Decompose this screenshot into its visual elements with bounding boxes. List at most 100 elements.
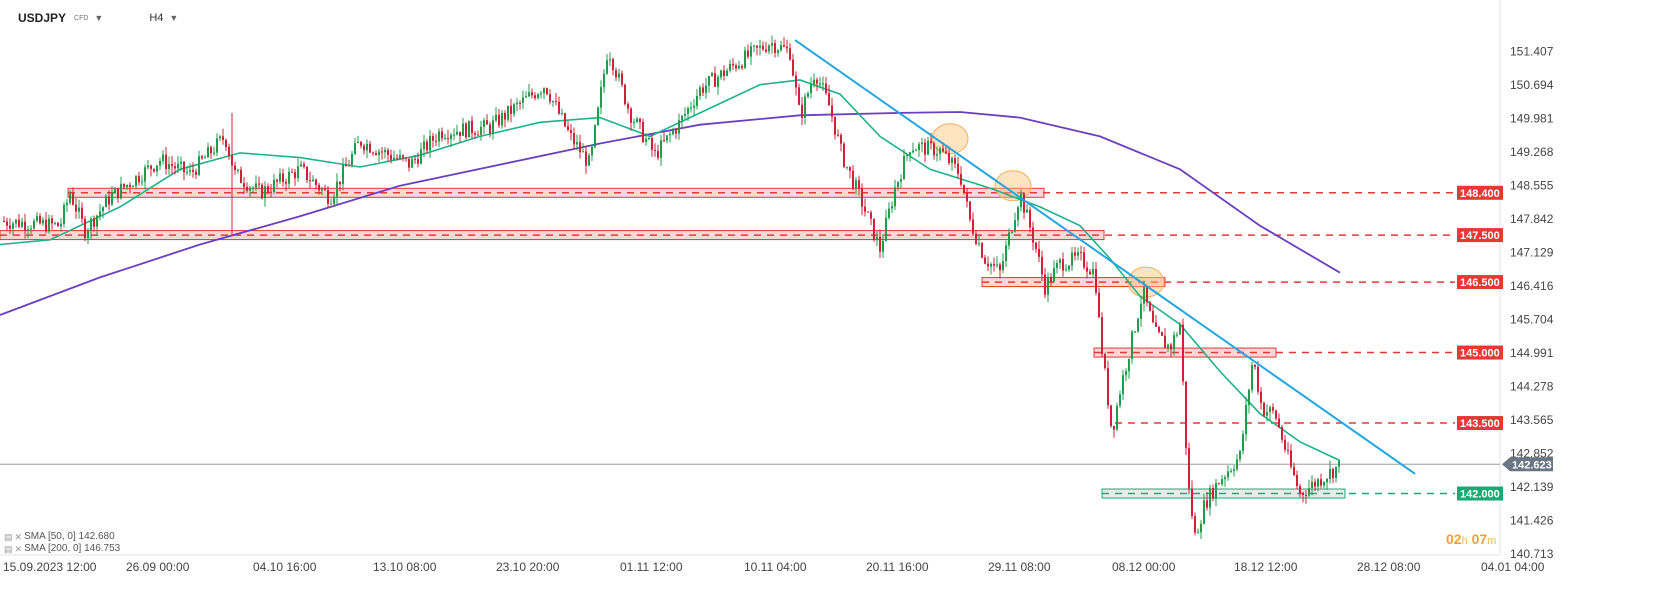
candle-body — [750, 46, 752, 57]
candle-body — [1206, 500, 1208, 508]
candle-body — [447, 137, 449, 140]
settings-icon[interactable]: ▤ — [4, 544, 13, 554]
candle-body — [48, 218, 50, 232]
candle-body — [330, 203, 332, 205]
candle-body — [420, 149, 422, 164]
candle-body — [51, 218, 53, 224]
candle-body — [498, 114, 500, 126]
y-tick-label: 149.981 — [1510, 112, 1554, 126]
candle-body — [1272, 407, 1274, 411]
candle-body — [693, 105, 695, 108]
symbol-dropdown-icon[interactable]: ▼ — [94, 13, 104, 23]
remove-icon[interactable]: ✕ — [14, 532, 23, 542]
candle-body — [99, 211, 101, 216]
candle-body — [873, 218, 875, 241]
timeframe-label[interactable]: H4 — [149, 12, 164, 24]
y-tick-label: 145.704 — [1510, 312, 1554, 326]
candle-body — [1152, 310, 1154, 323]
level-badge — [1457, 228, 1503, 243]
countdown-minutes-unit: m — [1487, 535, 1497, 547]
current-price-badge — [1502, 457, 1553, 472]
candle-body — [726, 70, 728, 76]
candle-body — [522, 97, 524, 103]
candle-body — [360, 141, 362, 146]
y-tick-label: 142.139 — [1510, 480, 1554, 494]
candle-body — [921, 142, 923, 145]
level-badge-label: 148.400 — [1460, 188, 1500, 200]
candle-body — [1116, 405, 1118, 430]
candle-body — [594, 125, 596, 147]
chart-toolbar: USDJPY CFD ▼ H4 ▼ — [18, 8, 178, 28]
candle-body — [126, 184, 128, 188]
candle-body — [78, 207, 80, 212]
candle-body — [900, 179, 902, 182]
candle-body — [243, 183, 245, 187]
candle-body — [507, 105, 509, 120]
candle-body — [345, 164, 347, 167]
candle-body — [630, 108, 632, 123]
candle-body — [1044, 274, 1046, 295]
candles — [3, 35, 1340, 539]
y-tick-label: 147.842 — [1510, 212, 1554, 226]
candle-body — [1278, 418, 1280, 428]
candle-body — [609, 59, 611, 61]
candle-body — [954, 157, 956, 164]
candle-body — [192, 169, 194, 172]
candle-body — [1158, 326, 1160, 333]
candle-body — [1149, 302, 1151, 311]
candle-body — [891, 206, 893, 209]
candle-body — [837, 134, 839, 136]
candle-body — [132, 186, 134, 188]
candle-body — [747, 50, 749, 57]
candle-body — [1179, 324, 1181, 335]
candle-body — [480, 126, 482, 135]
candle-body — [435, 140, 437, 142]
candle-body — [306, 166, 308, 181]
candle-body — [201, 156, 203, 159]
y-tick-label: 142.852 — [1510, 446, 1554, 460]
candle-body — [450, 134, 452, 140]
candle-body — [225, 139, 227, 147]
candle-body — [402, 155, 404, 158]
candle-body — [90, 218, 92, 232]
candle-body — [300, 164, 302, 167]
candle-body — [1011, 231, 1013, 233]
candle-body — [1020, 193, 1022, 208]
candle-body — [375, 153, 377, 155]
candle-body — [342, 164, 344, 185]
candle-body — [855, 180, 857, 189]
candle-body — [777, 50, 779, 53]
candle-body — [1002, 261, 1004, 271]
candle-body — [639, 118, 641, 123]
candle-body — [267, 186, 269, 192]
candle-body — [456, 131, 458, 135]
candle-body — [1074, 252, 1076, 256]
candle-body — [618, 73, 620, 78]
candle-body — [810, 84, 812, 94]
y-tick-label: 144.991 — [1510, 346, 1554, 360]
candle-body — [165, 154, 167, 169]
candle-body — [672, 130, 674, 135]
candle-body — [129, 184, 131, 187]
candle-body — [1089, 271, 1091, 275]
candle-body — [945, 151, 947, 154]
candle-body — [1230, 471, 1232, 473]
candle-body — [603, 73, 605, 88]
remove-icon[interactable]: ✕ — [14, 544, 23, 554]
candle-body — [687, 108, 689, 115]
candle-body — [675, 130, 677, 134]
candle-body — [1023, 193, 1025, 213]
candle-body — [1191, 488, 1193, 516]
candle-body — [378, 151, 380, 155]
candle-body — [885, 217, 887, 241]
candle-body — [1227, 471, 1229, 478]
candle-body — [1125, 371, 1127, 376]
symbol-label[interactable]: USDJPY — [18, 11, 67, 25]
candle-body — [189, 169, 191, 172]
timeframe-dropdown-icon[interactable]: ▼ — [169, 13, 179, 23]
candle-body — [585, 151, 587, 166]
candle-body — [333, 196, 335, 204]
candle-body — [1005, 245, 1007, 262]
settings-icon[interactable]: ▤ — [4, 532, 13, 542]
